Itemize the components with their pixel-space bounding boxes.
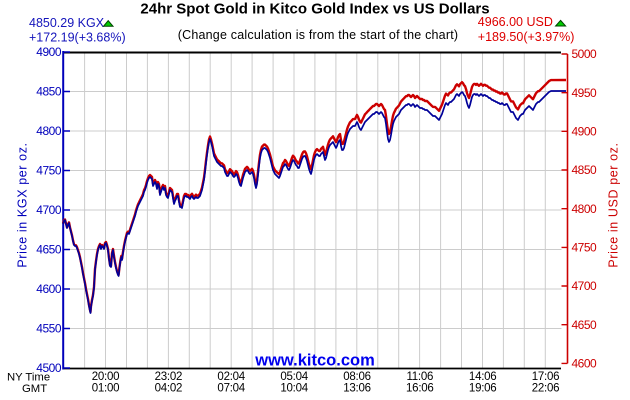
svg-text:02:04: 02:04	[217, 371, 245, 383]
svg-text:13:06: 13:06	[343, 382, 371, 394]
svg-text:4850: 4850	[36, 85, 62, 99]
svg-text:24hr Spot Gold in Kitco Gold I: 24hr Spot Gold in Kitco Gold Index vs US…	[140, 1, 489, 18]
svg-text:4900: 4900	[572, 125, 598, 139]
svg-text:05:04: 05:04	[280, 371, 308, 383]
svg-text:4850: 4850	[572, 163, 598, 177]
svg-text:+189.50(+3.97%): +189.50(+3.97%)	[478, 30, 575, 44]
svg-text:4900: 4900	[36, 45, 62, 59]
svg-text:(Change calculation is from th: (Change calculation is from the start of…	[178, 28, 458, 42]
svg-text:4966.00 USD: 4966.00 USD	[478, 15, 553, 29]
svg-text:16:06: 16:06	[406, 382, 434, 394]
svg-text:4600: 4600	[36, 282, 62, 296]
svg-text:17:06: 17:06	[532, 371, 560, 383]
svg-text:23:02: 23:02	[155, 371, 183, 383]
svg-text:20:00: 20:00	[92, 371, 120, 383]
svg-text:08:06: 08:06	[343, 371, 371, 383]
svg-text:14:06: 14:06	[469, 371, 497, 383]
svg-text:04:02: 04:02	[155, 382, 183, 394]
svg-text:4800: 4800	[36, 124, 62, 138]
svg-text:Price in USD per oz.: Price in USD per oz.	[607, 142, 621, 267]
svg-text:www.kitco.com: www.kitco.com	[254, 352, 375, 370]
svg-text:NY Time: NY Time	[7, 372, 50, 384]
svg-text:07:04: 07:04	[217, 382, 245, 394]
svg-text:4700: 4700	[572, 279, 598, 293]
svg-text:4800: 4800	[572, 202, 598, 216]
svg-text:01:00: 01:00	[92, 382, 120, 394]
svg-text:5000: 5000	[572, 47, 598, 61]
svg-text:10:04: 10:04	[280, 382, 308, 394]
svg-text:4600: 4600	[572, 357, 598, 371]
svg-text:+172.19(+3.68%): +172.19(+3.68%)	[29, 30, 126, 44]
svg-text:4650: 4650	[36, 243, 62, 257]
svg-text:Price in KGX per oz.: Price in KGX per oz.	[16, 142, 30, 267]
svg-text:4700: 4700	[36, 203, 62, 217]
svg-text:11:06: 11:06	[406, 371, 433, 383]
svg-text:4750: 4750	[572, 241, 598, 255]
svg-text:GMT: GMT	[22, 383, 47, 395]
svg-text:4500: 4500	[36, 361, 62, 375]
svg-text:19:06: 19:06	[469, 382, 497, 394]
svg-text:4750: 4750	[36, 164, 62, 178]
svg-text:4650: 4650	[572, 318, 598, 332]
svg-text:4950: 4950	[572, 86, 598, 100]
svg-text:22:06: 22:06	[532, 382, 560, 394]
svg-text:4850.29 KGX: 4850.29 KGX	[29, 16, 105, 30]
svg-text:4550: 4550	[36, 322, 62, 336]
